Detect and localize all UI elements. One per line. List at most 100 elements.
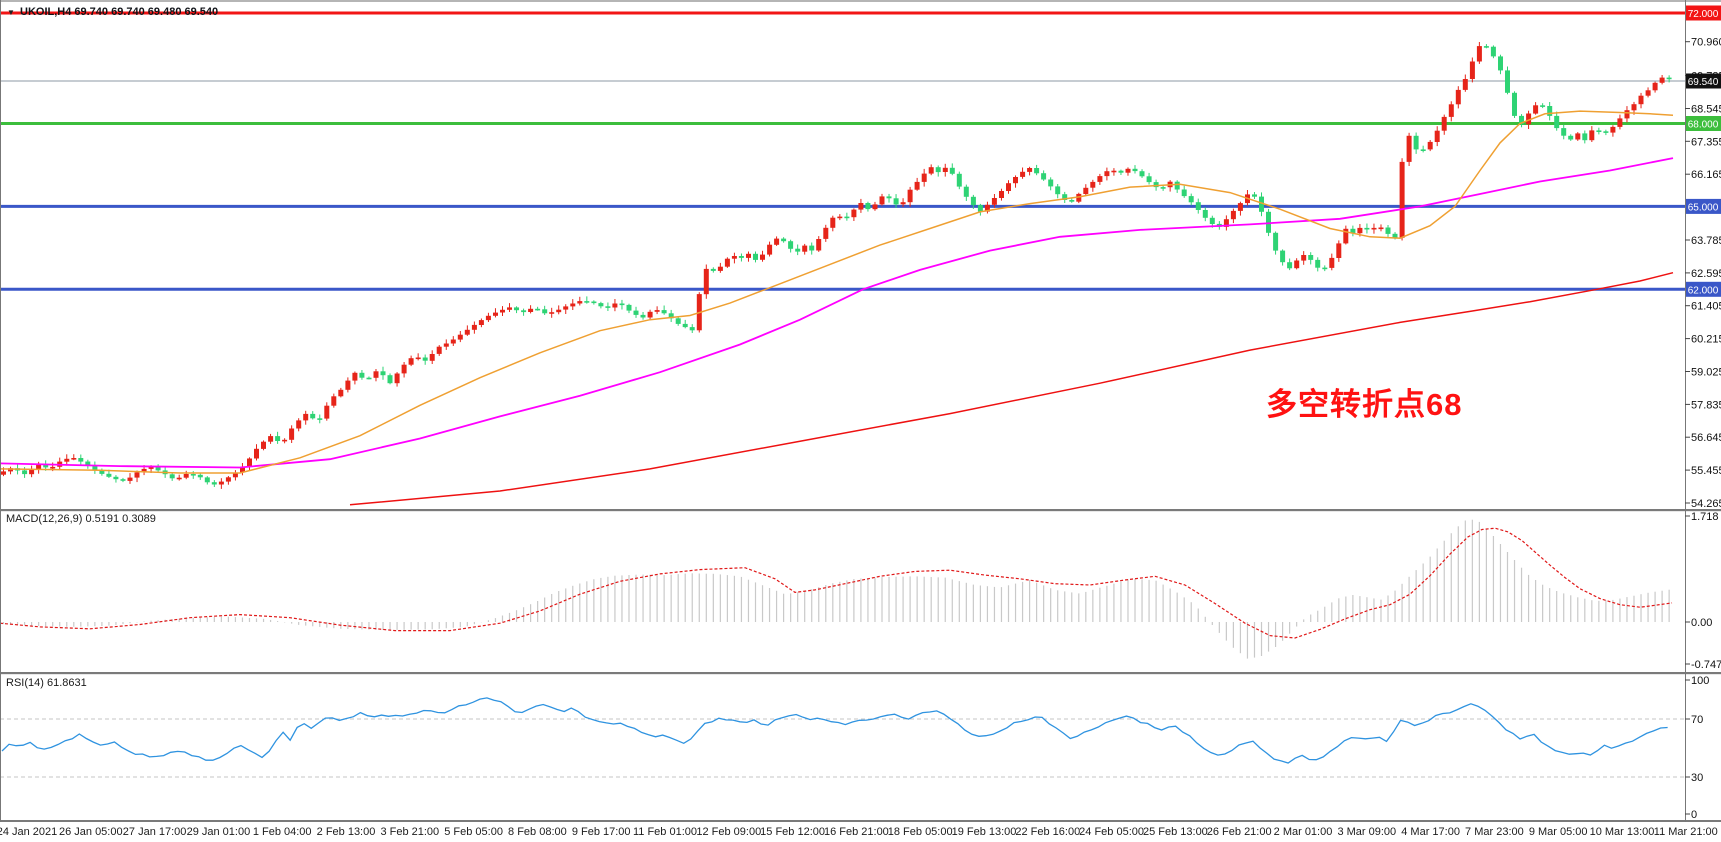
time-axis-label[interactable]: 5 Feb 05:00: [444, 826, 503, 838]
candle-body-up: [176, 477, 182, 480]
candle-body-down: [970, 196, 976, 206]
time-axis-label[interactable]: 26 Feb 21:00: [1207, 826, 1272, 838]
candle-body-down: [1568, 135, 1574, 140]
candle-body-down: [422, 357, 428, 361]
candle-body-down: [710, 268, 716, 271]
candle-body-down: [155, 466, 161, 471]
candle-body-up: [851, 209, 857, 218]
candle-body-down: [535, 308, 541, 311]
time-axis-label[interactable]: 9 Feb 17:00: [572, 826, 631, 838]
candle-body-down: [935, 167, 941, 173]
candle-body-up: [900, 202, 906, 205]
candle-body-up: [879, 196, 885, 205]
candle-body-up: [373, 371, 379, 378]
candle-body-up: [1610, 126, 1616, 133]
rsi-indicator-label: RSI(14) 61.8631: [6, 677, 87, 689]
candle-body-up: [1476, 46, 1482, 62]
candle-body-up: [1090, 181, 1096, 188]
candle-body-up: [1013, 177, 1018, 184]
candle-body-down: [640, 314, 646, 318]
candle-body-down: [1308, 255, 1314, 260]
time-axis-label[interactable]: 25 Feb 13:00: [1143, 826, 1208, 838]
time-axis-label[interactable]: 8 Feb 08:00: [508, 826, 567, 838]
symbol-title-ohlc: UKOIL,H4 69.740 69.740 69.480 69.540: [20, 6, 219, 18]
time-axis-label[interactable]: 11 Mar 21:00: [1654, 826, 1718, 838]
candle-body-up: [1371, 227, 1377, 230]
time-axis-label[interactable]: 27 Jan 17:00: [123, 826, 187, 838]
time-axis-label[interactable]: 7 Mar 23:00: [1465, 826, 1524, 838]
price-axis-label: 54.265: [1691, 498, 1721, 510]
time-axis-label[interactable]: 26 Jan 05:00: [59, 826, 123, 838]
time-axis-label[interactable]: 24 Jan 2021: [0, 826, 57, 838]
time-axis-label[interactable]: 19 Feb 13:00: [952, 826, 1017, 838]
candle-body-up: [1027, 168, 1033, 172]
candle-body-up: [324, 405, 330, 419]
candle-body-up: [36, 465, 42, 470]
collapse-arrow-icon[interactable]: ▼: [7, 8, 15, 17]
time-axis-label[interactable]: 24 Feb 05:00: [1079, 826, 1144, 838]
candle-body-down: [1350, 228, 1356, 234]
price-axis-label: 59.025: [1691, 367, 1721, 379]
candle-body-up: [837, 216, 843, 219]
time-axis-label[interactable]: 15 Feb 12:00: [760, 826, 825, 838]
time-axis-label[interactable]: 4 Mar 17:00: [1401, 826, 1460, 838]
time-axis-label[interactable]: 1 Feb 04:00: [253, 826, 312, 838]
candle-body-up: [282, 439, 288, 442]
candle-body-up: [1434, 130, 1440, 142]
candle-body-up: [183, 474, 189, 478]
time-axis-label[interactable]: 2 Feb 13:00: [317, 826, 376, 838]
candle-body-down: [844, 216, 850, 219]
time-axis-label[interactable]: 3 Mar 09:00: [1337, 826, 1396, 838]
candle-body-down: [1287, 262, 1293, 269]
candle-body-down: [795, 248, 801, 252]
candle-body-up: [232, 472, 238, 478]
time-axis-label[interactable]: 29 Jan 01:00: [187, 826, 251, 838]
candle-body-up: [647, 311, 653, 318]
candle-body-up: [1462, 79, 1468, 90]
ma-mid-line: [0, 157, 1674, 469]
time-axis-label[interactable]: 9 Mar 05:00: [1529, 826, 1588, 838]
price-badge-label: 65.000: [1688, 202, 1719, 213]
ma-fast-line: [0, 110, 1674, 474]
candle-body-down: [190, 474, 196, 476]
candle-body-up: [218, 481, 224, 485]
time-axis-label[interactable]: 18 Feb 05:00: [888, 826, 953, 838]
candle-body-down: [668, 313, 674, 319]
price-axis-label: 63.785: [1691, 235, 1721, 247]
candle-body-down: [605, 306, 611, 308]
candle-body-up: [443, 343, 449, 347]
candle-body-up: [612, 303, 618, 308]
candle-body-down: [1034, 168, 1040, 174]
price-axis-label: 67.355: [1691, 136, 1721, 148]
time-axis-label[interactable]: 3 Feb 21:00: [380, 826, 439, 838]
candle-body-down: [1280, 250, 1286, 263]
candle-body-down: [1315, 259, 1321, 268]
candle-body-up: [429, 354, 435, 361]
candle-body-up: [331, 396, 337, 406]
price-badge-label: 69.540: [1688, 77, 1719, 88]
candle-body-down: [1519, 115, 1524, 125]
time-axis-label[interactable]: 16 Feb 21:00: [824, 826, 889, 838]
candle-body-up: [1336, 243, 1342, 258]
candle-body-up: [29, 469, 35, 475]
time-axis-label[interactable]: 2 Mar 01:00: [1274, 826, 1333, 838]
candle-body-down: [781, 238, 787, 242]
window-top-border: [0, 0, 1721, 2]
candle-body-down: [366, 377, 372, 380]
candle-body-down: [1146, 176, 1152, 183]
candle-body-down: [1069, 200, 1075, 202]
candle-body-up: [507, 307, 512, 310]
time-axis-label[interactable]: 22 Feb 16:00: [1015, 826, 1080, 838]
candle-body-up: [64, 458, 70, 462]
candle-body-down: [1554, 115, 1560, 129]
candle-body-down: [310, 413, 316, 419]
time-axis-label[interactable]: 10 Mar 13:00: [1590, 826, 1655, 838]
candle-body-down: [359, 372, 365, 378]
candle-body-up: [1589, 130, 1595, 141]
time-axis-label[interactable]: 12 Feb 09:00: [696, 826, 761, 838]
candle-body-up: [296, 420, 302, 429]
candle-body-up: [1125, 168, 1131, 173]
candle-body-down: [788, 241, 794, 249]
time-axis-label[interactable]: 11 Feb 01:00: [633, 826, 697, 838]
candle-body-up: [858, 203, 864, 210]
